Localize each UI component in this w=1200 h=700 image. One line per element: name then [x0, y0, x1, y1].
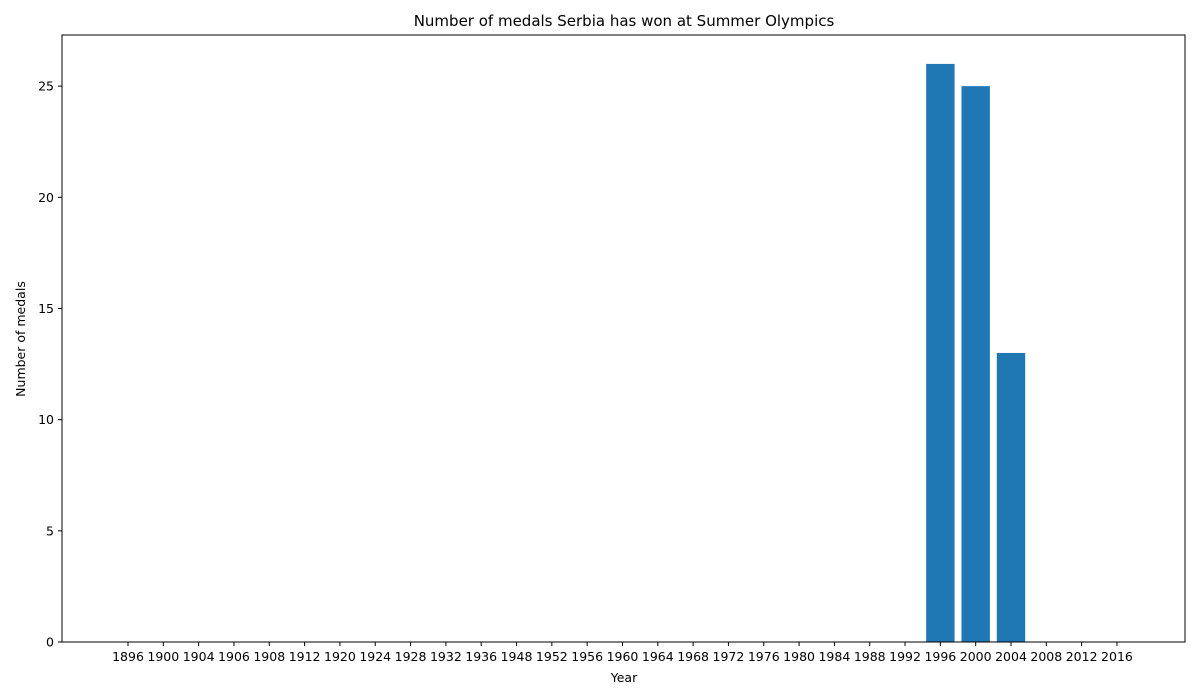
x-tick-label-1968: 1968	[677, 649, 709, 664]
x-tick-label-1936: 1936	[465, 649, 497, 664]
chart-title: Number of medals Serbia has won at Summe…	[414, 12, 835, 30]
y-axis-ticks: 0 5 10 15 20 25	[38, 79, 62, 650]
x-tick-label-1904: 1904	[183, 649, 215, 664]
x-tick-label-1896: 1896	[112, 649, 144, 664]
x-tick-label-1932: 1932	[430, 649, 462, 664]
x-tick-label-1900: 1900	[147, 649, 179, 664]
x-tick-label-2004: 2004	[995, 649, 1027, 664]
x-tick-label-1912: 1912	[289, 649, 321, 664]
y-tick-label-10: 10	[38, 412, 54, 427]
x-tick-label-1992: 1992	[889, 649, 921, 664]
x-tick-label-1996: 1996	[924, 649, 956, 664]
x-axis-ticks: 1896 1900 1904 1906 1908 1912 1920 1924 1928 1932…	[112, 642, 1133, 664]
x-tick-label-1984: 1984	[818, 649, 850, 664]
x-tick-label-1988: 1988	[854, 649, 886, 664]
x-tick-label-1976: 1976	[748, 649, 780, 664]
x-tick-label-1972: 1972	[713, 649, 745, 664]
bar-2000	[961, 86, 990, 642]
x-tick-label-1960: 1960	[607, 649, 639, 664]
x-tick-label-1908: 1908	[253, 649, 285, 664]
y-axis-label: Number of medals	[13, 281, 28, 397]
x-tick-label-1956: 1956	[571, 649, 603, 664]
x-tick-label-1920: 1920	[324, 649, 356, 664]
plot-frame	[61, 34, 1186, 643]
y-tick-label-25: 25	[38, 79, 54, 94]
y-tick-label-20: 20	[38, 190, 54, 205]
x-tick-label-1906: 1906	[218, 649, 250, 664]
y-tick-label-0: 0	[46, 635, 54, 650]
x-tick-label-2012: 2012	[1066, 649, 1098, 664]
x-axis-label: Year	[610, 670, 638, 685]
y-tick-label-15: 15	[38, 301, 54, 316]
bars-group	[926, 63, 1026, 642]
x-tick-label-1928: 1928	[395, 649, 427, 664]
bar-2004	[996, 352, 1026, 642]
y-tick-label-5: 5	[46, 523, 54, 538]
x-tick-label-2016: 2016	[1101, 649, 1133, 664]
x-tick-label-1924: 1924	[359, 649, 391, 664]
bar-1996	[926, 63, 955, 642]
x-tick-label-1948: 1948	[501, 649, 533, 664]
x-tick-label-2000: 2000	[960, 649, 992, 664]
x-tick-label-1964: 1964	[642, 649, 674, 664]
x-tick-label-2008: 2008	[1030, 649, 1062, 664]
x-tick-label-1980: 1980	[783, 649, 815, 664]
x-tick-label-1952: 1952	[536, 649, 568, 664]
